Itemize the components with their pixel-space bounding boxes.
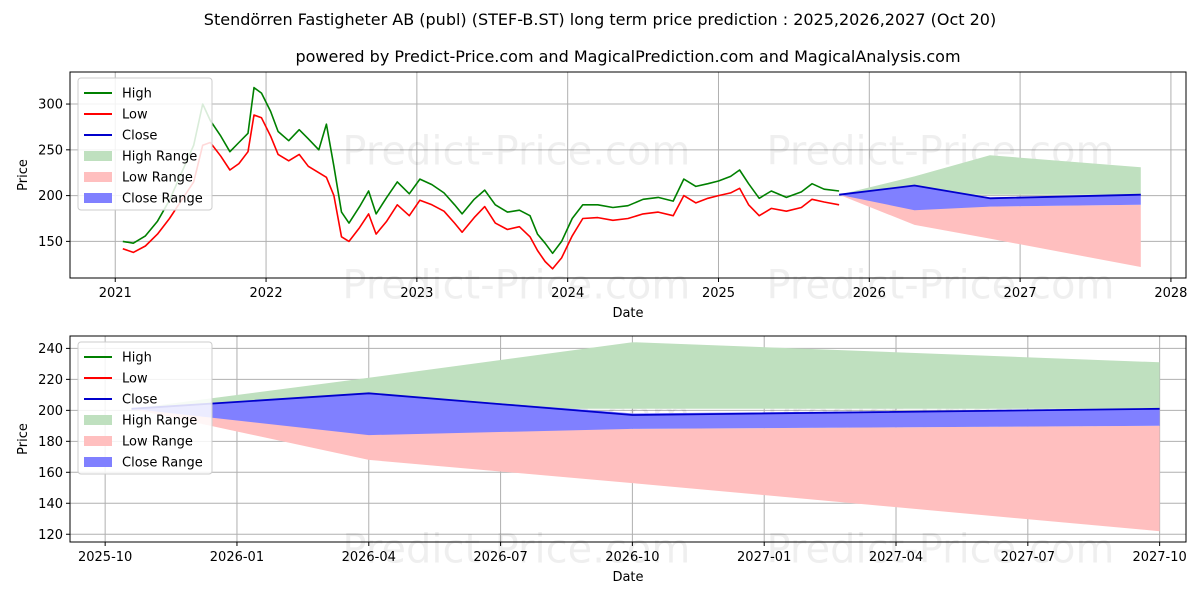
- chart-title: Stendörren Fastigheter AB (publ) (STEF-B…: [204, 10, 996, 29]
- bottom-legend: High Low Close High Range Low Range Close Ran…: [77, 341, 213, 475]
- bottom-x-tick-label: 2025-10: [78, 550, 132, 565]
- top-x-axis-label: Date: [612, 306, 643, 321]
- bottom-legend-swatch: [84, 415, 112, 425]
- top-legend-label: High: [122, 87, 152, 102]
- bottom-x-tick-label: 2027-10: [1132, 550, 1186, 565]
- top-x-tick-label: 2021: [99, 286, 132, 301]
- bottom-series-group: [131, 342, 1160, 532]
- top-x-tick-label: 2022: [250, 286, 283, 301]
- bottom-axes-frame: [69, 335, 1187, 543]
- top-legend-label: Low: [122, 108, 148, 123]
- bottom-x-tick-label: 2027-01: [737, 550, 791, 565]
- bottom-y-tick-label: 180: [38, 435, 63, 450]
- bottom-high-range-area: [131, 342, 1160, 409]
- bottom-legend-swatch: [84, 457, 112, 467]
- top-legend-swatch: [84, 172, 112, 182]
- bottom-y-tick-label: 160: [38, 466, 63, 481]
- bottom-x-tick-label: 2027-07: [1001, 550, 1055, 565]
- top-x-tick-label: 2025: [702, 286, 735, 301]
- bottom-legend-label: High: [122, 351, 152, 366]
- top-x-tick-label: 2023: [400, 286, 433, 301]
- top-legend-label: Close: [122, 129, 157, 144]
- top-legend-label: Close Range: [122, 192, 203, 207]
- bottom-legend-label: Close Range: [122, 456, 203, 471]
- top-legend-label: Low Range: [122, 171, 193, 186]
- bottom-x-tick-label: 2026-01: [210, 550, 264, 565]
- top-legend-swatch: [84, 151, 112, 161]
- bottom-watermark: Predict-Price.com: [342, 527, 690, 573]
- top-y-axis-label: Price: [16, 159, 31, 191]
- top-legend-swatch: [84, 193, 112, 203]
- top-high-line: [122, 86, 840, 255]
- top-series-group: [122, 86, 1141, 270]
- bottom-watermark: Predict-Price.com: [767, 527, 1115, 573]
- bottom-low-range-area: [131, 408, 1160, 532]
- bottom-y-tick-label: 140: [38, 497, 63, 512]
- top-low-range-area: [839, 194, 1141, 267]
- bottom-x-tick-label: 2026-07: [473, 550, 527, 565]
- bottom-y-tick-label: 240: [38, 342, 63, 357]
- top-x-tick-label: 2027: [1004, 286, 1037, 301]
- bottom-x-tick-label: 2027-04: [869, 550, 923, 565]
- bottom-legend-swatch: [84, 436, 112, 446]
- bottom-x-tick-label: 2026-10: [605, 550, 659, 565]
- bottom-close-forecast-line: [131, 392, 1160, 416]
- bottom-y-tick-label: 220: [38, 373, 63, 388]
- top-low-line: [122, 114, 840, 270]
- top-legend: High Low Close High Range Low Range Close Ran…: [77, 77, 213, 211]
- chart-subtitle: powered by Predict-Price.com and Magical…: [295, 47, 960, 66]
- top-close-forecast-line: [838, 184, 1141, 200]
- top-watermark: Predict-Price.com: [342, 129, 690, 175]
- top-y-tick-label: 150: [38, 235, 63, 250]
- bottom-legend-label: High Range: [122, 414, 197, 429]
- top-x-tick-label: 2026: [853, 286, 886, 301]
- top-x-tick-label: 2024: [551, 286, 584, 301]
- top-legend-label: High Range: [122, 150, 197, 165]
- top-y-tick-label: 300: [38, 98, 63, 113]
- bottom-x-tick-label: 2026-04: [342, 550, 396, 565]
- bottom-x-axis-label: Date: [612, 570, 643, 585]
- top-watermark: Predict-Price.com: [342, 263, 690, 309]
- bottom-y-tick-label: 200: [38, 404, 63, 419]
- top-x-tick-label: 2028: [1154, 286, 1187, 301]
- bottom-legend-label: Close: [122, 393, 157, 408]
- top-watermark: Predict-Price.com: [767, 263, 1115, 309]
- bottom-y-axis-label: Price: [16, 423, 31, 455]
- top-axes-frame: [69, 71, 1187, 279]
- top-y-tick-label: 200: [38, 189, 63, 204]
- top-y-tick-label: 250: [38, 143, 63, 158]
- bottom-y-tick-label: 120: [38, 528, 63, 543]
- bottom-legend-label: Low Range: [122, 435, 193, 450]
- bottom-legend-label: Low: [122, 372, 148, 387]
